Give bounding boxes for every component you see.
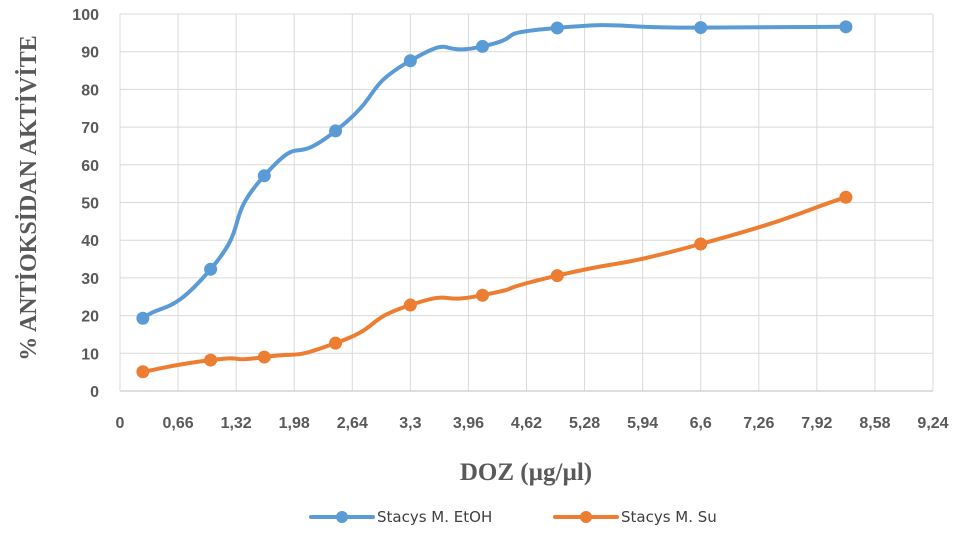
x-tick-labels: 0 0,66 1,32 1,98 2,64 3,3 3,96 4,62 5,28 5,94 6,6 7… — [116, 415, 949, 432]
x-tick-label: 9,24 — [917, 415, 948, 432]
data-point-su — [329, 336, 343, 350]
data-point-etoh — [136, 311, 150, 325]
y-tick-label: 0 — [90, 384, 99, 401]
y-tick-label: 20 — [81, 309, 99, 326]
series-etoh — [136, 20, 853, 325]
data-point-su — [839, 190, 853, 204]
x-tick-label: 6,6 — [690, 415, 712, 432]
x-tick-label: 8,58 — [859, 415, 890, 432]
y-tick-label: 50 — [81, 196, 99, 213]
x-tick-label: 7,26 — [743, 415, 774, 432]
data-point-etoh — [403, 54, 417, 68]
x-tick-label: 5,28 — [569, 415, 600, 432]
data-point-su — [550, 269, 564, 283]
legend-label: Stacys M. Su — [621, 508, 717, 526]
legend-item-su: Stacys M. Su — [553, 508, 717, 526]
x-tick-label: 1,98 — [279, 415, 310, 432]
data-point-su — [476, 288, 490, 302]
y-axis-title: % ANTİOKSİDAN AKTİVİTE — [16, 35, 42, 360]
y-tick-label: 100 — [72, 7, 99, 24]
x-axis-title: DOZ (µg/µl) — [460, 459, 592, 486]
data-point-su — [136, 365, 150, 379]
y-tick-labels: 0 10 20 30 40 50 60 70 80 90 100 — [72, 7, 99, 401]
y-tick-label: 90 — [81, 45, 99, 62]
x-tick-label: 7,92 — [801, 415, 832, 432]
gridlines — [120, 13, 934, 391]
legend-swatch-marker — [580, 511, 592, 523]
y-tick-label: 40 — [81, 233, 99, 250]
y-tick-label: 70 — [81, 120, 99, 137]
legend: Stacys M. EtOH Stacys M. Su — [309, 508, 717, 526]
series-su — [136, 190, 853, 379]
x-tick-label: 3,96 — [453, 415, 484, 432]
x-tick-label: 0 — [116, 415, 125, 432]
x-tick-label: 2,64 — [337, 415, 368, 432]
x-tick-label: 4,62 — [511, 415, 542, 432]
data-point-su — [257, 350, 271, 364]
axes — [119, 14, 933, 392]
x-tick-label: 1,32 — [221, 415, 252, 432]
x-tick-label: 0,66 — [163, 415, 194, 432]
data-point-su — [204, 353, 218, 367]
y-tick-label: 80 — [81, 82, 99, 99]
data-point-etoh — [694, 21, 708, 35]
legend-swatch-marker — [336, 511, 348, 523]
data-point-etoh — [257, 169, 271, 183]
data-point-su — [694, 237, 708, 251]
data-point-etoh — [329, 124, 343, 138]
y-tick-label: 60 — [81, 158, 99, 175]
series-line-etoh — [140, 23, 848, 321]
data-point-su — [403, 298, 417, 312]
data-point-etoh — [550, 21, 564, 35]
x-tick-label: 3,3 — [399, 415, 421, 432]
data-point-etoh — [839, 20, 853, 34]
data-point-etoh — [204, 262, 218, 276]
series-lines — [136, 20, 853, 379]
legend-label: Stacys M. EtOH — [377, 508, 492, 526]
legend-item-etoh: Stacys M. EtOH — [309, 508, 492, 526]
data-point-etoh — [476, 39, 490, 53]
y-tick-label: 10 — [81, 346, 99, 363]
series-line-su — [140, 195, 848, 374]
y-tick-label: 30 — [81, 271, 99, 288]
x-tick-label: 5,94 — [627, 415, 658, 432]
